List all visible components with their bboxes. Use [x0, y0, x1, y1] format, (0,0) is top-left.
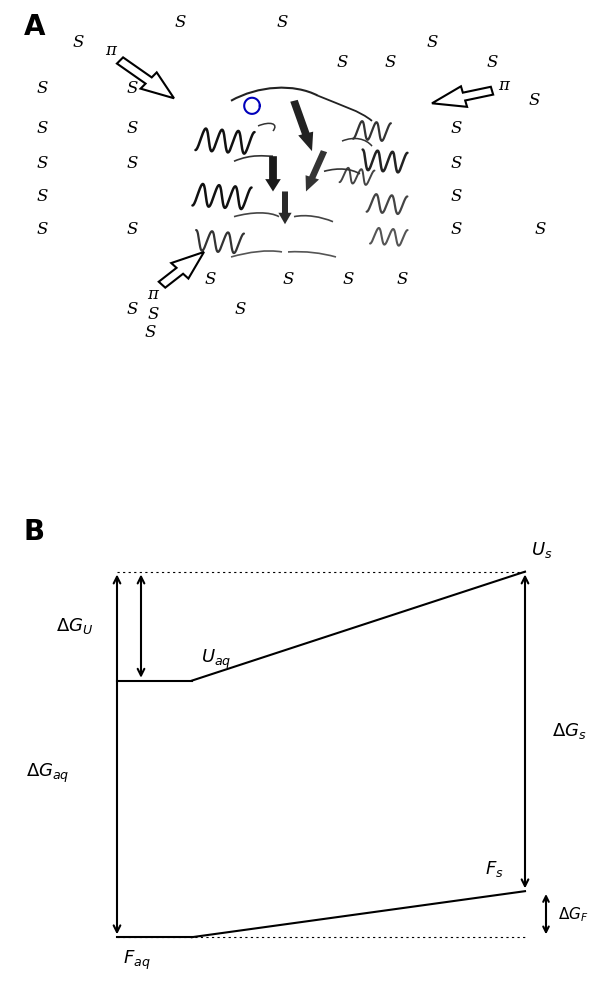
Text: S: S [145, 324, 155, 341]
Text: $\Delta G_s$: $\Delta G_s$ [552, 721, 587, 741]
Text: S: S [487, 54, 497, 71]
Text: S: S [445, 92, 455, 110]
Text: S: S [277, 14, 287, 32]
Text: S: S [37, 188, 47, 206]
Text: S: S [175, 14, 185, 32]
Polygon shape [432, 86, 493, 107]
Polygon shape [159, 252, 204, 288]
Text: A: A [24, 13, 46, 41]
Text: S: S [205, 271, 215, 288]
Text: π: π [106, 41, 116, 59]
Text: S: S [451, 155, 461, 172]
Text: S: S [127, 301, 137, 318]
Text: $\Delta G_{aq}$: $\Delta G_{aq}$ [26, 762, 70, 785]
Text: S: S [37, 220, 47, 238]
Text: S: S [37, 80, 47, 97]
Text: S: S [73, 35, 83, 51]
Polygon shape [305, 150, 327, 192]
Text: $U_s$: $U_s$ [531, 539, 553, 559]
Text: S: S [451, 120, 461, 137]
Text: S: S [283, 271, 293, 288]
Text: S: S [535, 220, 545, 238]
Text: S: S [337, 54, 347, 71]
Polygon shape [278, 192, 292, 224]
Polygon shape [117, 57, 174, 98]
Text: π: π [499, 77, 509, 94]
Text: $\Delta G_F$: $\Delta G_F$ [558, 905, 589, 924]
Text: $\Delta G_U$: $\Delta G_U$ [56, 617, 94, 636]
Text: B: B [24, 519, 45, 546]
Text: S: S [427, 35, 437, 51]
Text: $U_{aq}$: $U_{aq}$ [201, 648, 232, 671]
Text: S: S [127, 120, 137, 137]
Text: S: S [235, 301, 245, 318]
Polygon shape [265, 156, 281, 192]
Text: S: S [385, 54, 395, 71]
Text: S: S [397, 271, 407, 288]
Text: S: S [127, 220, 137, 238]
Text: S: S [127, 80, 137, 97]
Text: S: S [451, 188, 461, 206]
Text: S: S [529, 92, 539, 110]
Text: S: S [451, 220, 461, 238]
Text: $F_s$: $F_s$ [485, 860, 504, 879]
Text: S: S [148, 306, 158, 323]
Text: π: π [148, 287, 158, 303]
Text: $F_{aq}$: $F_{aq}$ [123, 949, 151, 972]
Text: S: S [343, 271, 353, 288]
Text: S: S [37, 155, 47, 172]
Text: S: S [37, 120, 47, 137]
Polygon shape [290, 100, 313, 151]
Text: S: S [127, 155, 137, 172]
